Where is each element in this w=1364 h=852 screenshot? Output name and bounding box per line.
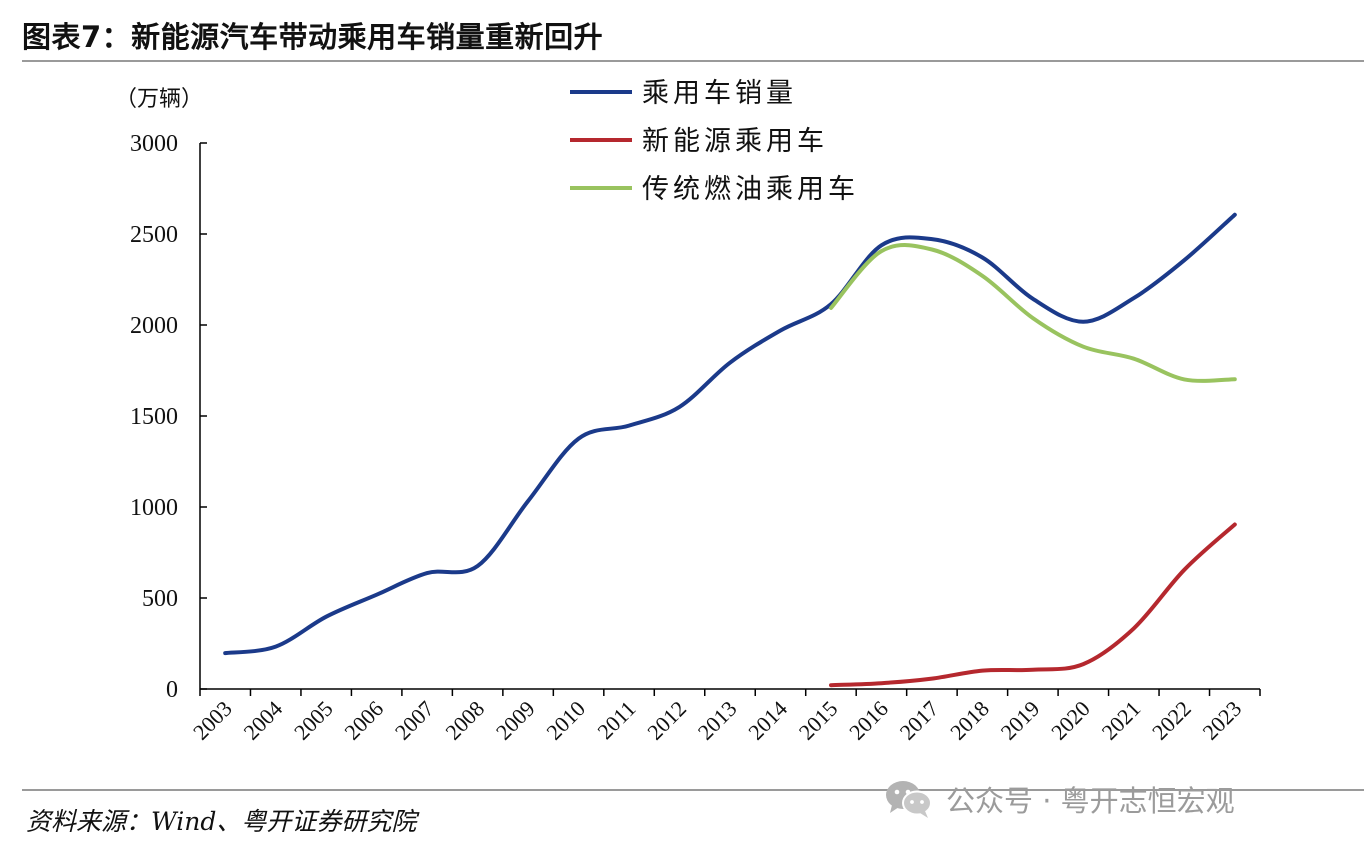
chart-title: 图表7：新能源汽车带动乘用车销量重新回升 [22, 20, 604, 54]
x-tick-label: 2013 [693, 696, 742, 745]
x-tick-label: 2004 [238, 696, 287, 745]
x-tick-label: 2009 [491, 696, 540, 745]
x-tick-label: 2008 [440, 696, 489, 745]
y-tick-label: 1000 [130, 495, 178, 521]
wechat-icon [886, 781, 932, 818]
x-tick-label: 2022 [1147, 696, 1196, 745]
watermark-text: 公众号 · 粤开志恒宏观 [946, 784, 1235, 818]
series-line-ice [829, 243, 1237, 383]
source-note: 资料来源：Wind、粤开证券研究院 [26, 807, 417, 836]
x-tick-label: 2017 [895, 696, 944, 745]
watermark: 公众号 · 粤开志恒宏观 [884, 778, 1235, 820]
x-tick-label: 2007 [390, 696, 439, 745]
legend-label-total: 乘用车销量 [642, 78, 797, 109]
y-unit-label: （万辆） [115, 87, 203, 112]
x-tick-label: 2020 [1046, 696, 1095, 745]
x-tick-label: 2012 [642, 696, 691, 745]
series-line-nev [829, 522, 1237, 688]
y-tick-label: 500 [142, 586, 178, 612]
x-tick-label: 2015 [794, 696, 843, 745]
line-chart: 0 500 1000 1500 2000 2500 3000 2003 2004 2005 2006… [115, 78, 1261, 745]
x-tick-label: 2019 [996, 696, 1045, 745]
x-tick-label: 2021 [1097, 696, 1146, 745]
x-tick-label: 2016 [844, 696, 893, 745]
y-tick-label: 3000 [130, 131, 178, 157]
y-tick-label: 0 [166, 677, 178, 703]
y-tick-label: 2500 [130, 222, 178, 248]
x-tick-label: 2006 [339, 696, 388, 745]
x-tick-label: 2018 [945, 696, 994, 745]
footer-divider [22, 789, 1364, 791]
x-tick-label: 2010 [541, 696, 590, 745]
x-tick-label: 2003 [188, 696, 237, 745]
x-tick-label: 2005 [289, 696, 338, 745]
x-tick-label: 2014 [743, 696, 792, 745]
title-divider [22, 60, 1364, 62]
series-line-total [223, 212, 1237, 656]
x-tick-label: 2011 [592, 696, 640, 744]
x-tick-label: 2023 [1198, 696, 1247, 745]
series-lines [223, 212, 1237, 688]
legend-label-nev: 新能源乘用车 [642, 126, 828, 157]
y-tick-label: 2000 [130, 313, 178, 339]
legend-label-ice: 传统燃油乘用车 [642, 174, 859, 205]
y-tick-label: 1500 [130, 404, 178, 430]
